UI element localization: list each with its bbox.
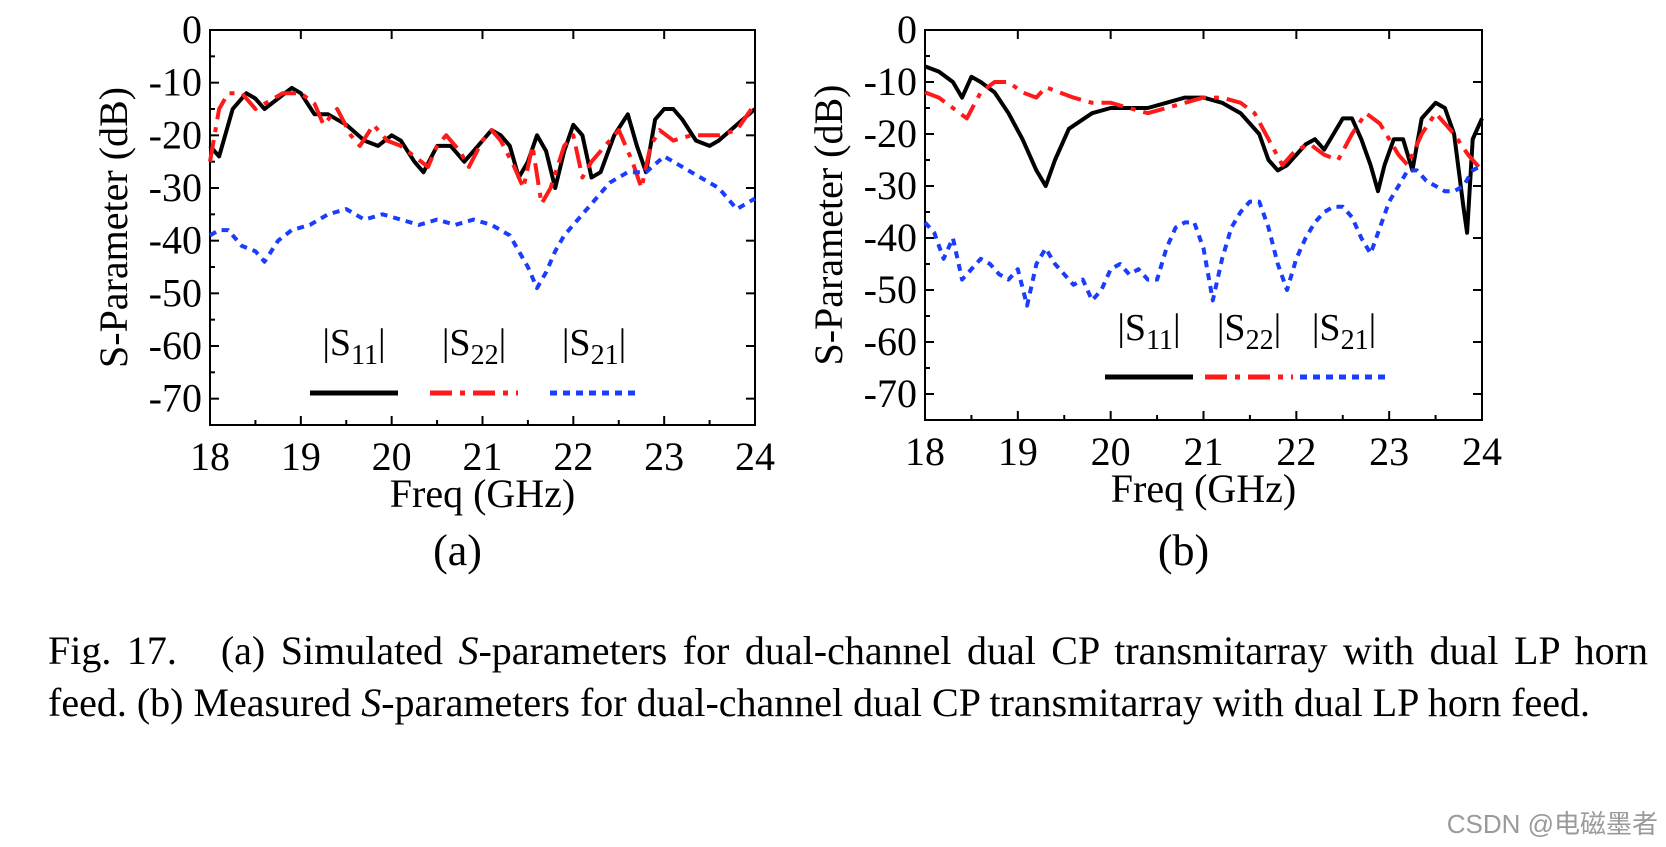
legend-label-s22: |S22|	[1217, 307, 1281, 356]
x-axis-label: Freq (GHz)	[390, 471, 576, 516]
legend-label-s21: |S21|	[562, 322, 626, 371]
y-tick-label: -20	[149, 112, 202, 157]
y-tick-label: 0	[897, 7, 917, 52]
y-tick-label: -50	[149, 270, 202, 315]
y-tick-label: -70	[864, 371, 917, 416]
y-axis-label: S-Parameter (dB)	[91, 87, 136, 368]
x-tick-label: 22	[1276, 429, 1316, 474]
x-tick-label: 19	[281, 434, 321, 479]
x-tick-label: 24	[1462, 429, 1502, 474]
watermark: CSDN @电磁墨者	[1446, 809, 1658, 839]
y-axis-label: S-Parameter (dB)	[806, 84, 851, 365]
legend-label-s21: |S21|	[1312, 307, 1376, 356]
caption-text-1: (a) Simulated	[220, 628, 459, 673]
x-tick-label: 23	[1369, 429, 1409, 474]
x-tick-label: 20	[372, 434, 412, 479]
y-tick-label: -40	[149, 218, 202, 263]
series-line-s11	[208, 85, 757, 190]
caption-s-italic-1: S	[458, 628, 479, 673]
caption-figure-label: Fig. 17.	[48, 628, 177, 673]
y-tick-label: -70	[149, 376, 202, 421]
chart-panel-a: 18 19 20 21 22 23 24 0 -10 -20 -30 -40 -50 -60 -70 Freq…	[91, 7, 775, 575]
series-line-s21	[923, 163, 1483, 308]
series-line-s22	[924, 80, 1484, 172]
figure-caption: Fig. 17. (a) Simulated S-parameters for d…	[48, 625, 1648, 729]
series-line-s22	[208, 91, 757, 206]
plot-frame	[924, 29, 1483, 421]
y-tick-label: -30	[149, 165, 202, 210]
y-tick-label: -60	[864, 319, 917, 364]
x-tick-label: 18	[905, 429, 945, 474]
figure: 18 19 20 21 22 23 24 0 -10 -20 -30 -40 -50 -60 -70 Freq…	[91, 7, 1502, 575]
legend-label-s11: |S11|	[322, 322, 385, 371]
x-tick-label: 19	[998, 429, 1038, 474]
figure-svg: 18 19 20 21 22 23 24 0 -10 -20 -30 -40 -50 -60 -70 Freq…	[91, 7, 1502, 575]
x-tick-label: 18	[190, 434, 230, 479]
series-line-s11	[924, 64, 1484, 235]
caption-s-italic-2: S	[361, 680, 382, 725]
panel-label: (a)	[433, 526, 482, 575]
x-tick-label: 22	[553, 434, 593, 479]
y-tick-label: -10	[864, 59, 917, 104]
x-tick-label: 24	[735, 434, 775, 479]
x-tick-label: 20	[1091, 429, 1131, 474]
caption-text-2: -parameters for dual-channel dual CP tra…	[48, 628, 1648, 725]
y-tick-label: -20	[864, 111, 917, 156]
series-line-s21	[208, 154, 757, 291]
y-tick-label: -40	[864, 215, 917, 260]
y-tick-label: -30	[864, 163, 917, 208]
y-tick-label: -50	[864, 267, 917, 312]
x-tick-label: 23	[644, 434, 684, 479]
legend-label-s11: |S11|	[1117, 307, 1180, 356]
x-tick-label: 21	[463, 434, 503, 479]
y-tick-label: -60	[149, 323, 202, 368]
y-tick-label: 0	[182, 7, 202, 52]
y-tick-label: -10	[149, 60, 202, 105]
x-tick-label: 21	[1184, 429, 1224, 474]
panel-label: (b)	[1158, 526, 1209, 575]
chart-panel-b: 18 19 20 21 22 23 24 0 -10 -20 -30 -40 -50 -60 -70 Freq…	[806, 7, 1502, 575]
legend-label-s22: |S22|	[442, 322, 506, 371]
caption-text-3: -parameters for dual-channel dual CP tra…	[381, 680, 1591, 725]
x-axis-label: Freq (GHz)	[1111, 466, 1297, 511]
